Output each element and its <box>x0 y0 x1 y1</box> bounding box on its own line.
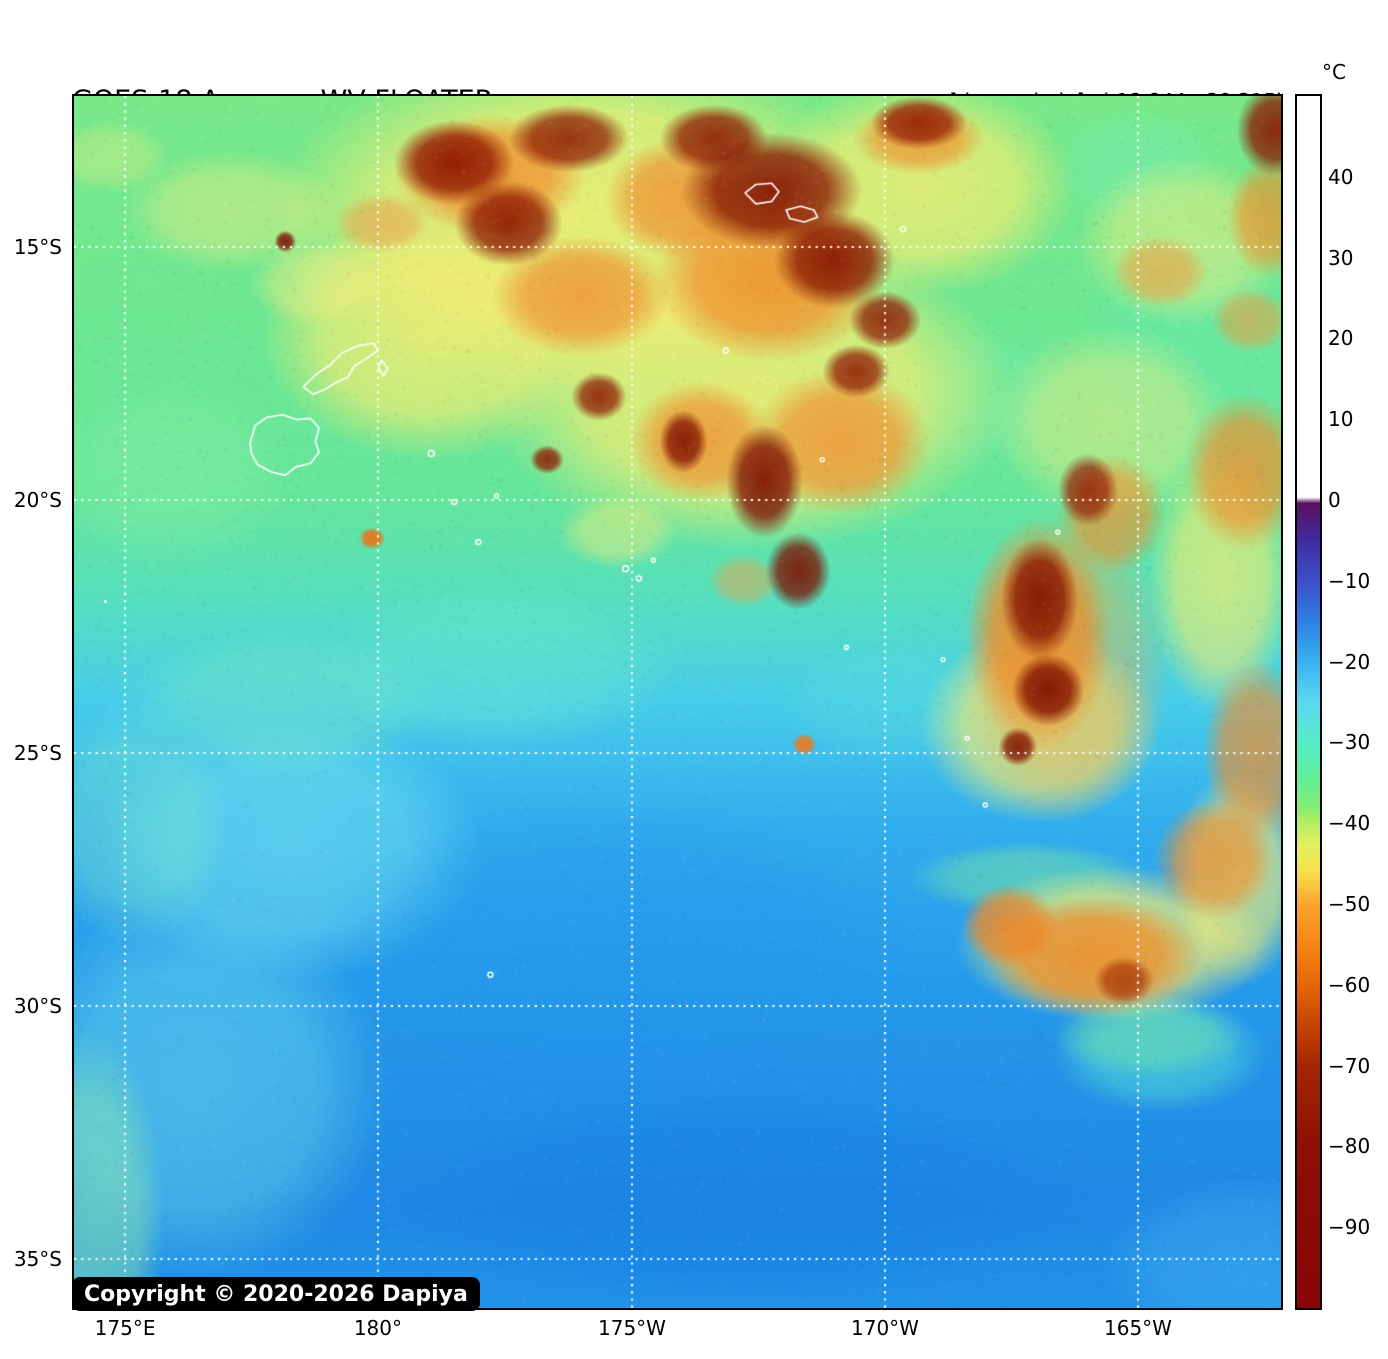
satellite-imagery-canvas <box>74 96 1281 1308</box>
colorbar-tick-label: −80 <box>1328 1134 1371 1159</box>
lon-tick-label: 175°W <box>598 1316 666 1340</box>
colorbar-tick-label: 20 <box>1328 326 1354 351</box>
lon-tick-label: 175°E <box>94 1316 156 1340</box>
colorbar-tick-label: −90 <box>1328 1215 1371 1240</box>
lon-tick-label: 170°W <box>850 1316 919 1340</box>
lat-tick-label: 15°S <box>13 235 62 259</box>
lat-tick-label: 30°S <box>13 993 62 1018</box>
lat-tick-label: 35°S <box>13 1246 62 1271</box>
colorbar-tick-label: −70 <box>1328 1053 1371 1078</box>
lon-tick-label: 180° <box>353 1316 403 1340</box>
copyright-badge: Copyright © 2020-2026 Dapiya <box>72 1277 480 1311</box>
lat-tick-label: 20°S <box>13 487 62 512</box>
colorbar-unit-label: °C <box>1322 60 1346 84</box>
colorbar-tick-label: 40 <box>1328 164 1354 189</box>
colorbar-tick-label: −30 <box>1328 730 1371 755</box>
colorbar-tick-label: −10 <box>1328 568 1371 593</box>
map-plot: Copyright © 2020-2026 Dapiya <box>72 94 1283 1311</box>
colorbar-tick-label: −60 <box>1328 972 1371 997</box>
colorbar-tick-label: 10 <box>1328 407 1354 432</box>
colorbar <box>1295 94 1322 1310</box>
colorbar-tick-label: −40 <box>1328 811 1371 836</box>
colorbar-tick-label: −50 <box>1328 892 1371 917</box>
lat-tick-label: 25°S <box>13 741 62 766</box>
colorbar-tick-label: 30 <box>1328 245 1354 270</box>
lon-tick-label: 165°W <box>1103 1316 1172 1340</box>
colorbar-tick-label: −20 <box>1328 649 1371 674</box>
colorbar-tick-label: 0 <box>1328 487 1341 512</box>
